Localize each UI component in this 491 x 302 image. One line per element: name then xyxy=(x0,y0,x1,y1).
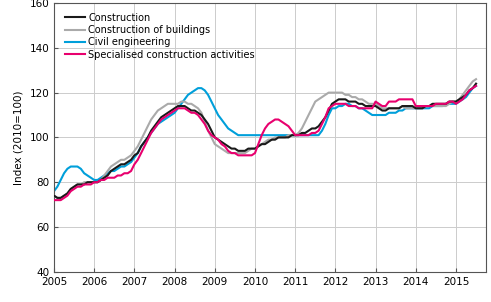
Construction xyxy=(446,100,452,103)
Specialised construction activities xyxy=(443,102,449,106)
Construction of buildings xyxy=(75,183,81,186)
Construction of buildings xyxy=(55,196,60,200)
Civil engineering xyxy=(319,129,325,133)
Construction xyxy=(299,131,305,135)
Civil engineering xyxy=(296,133,301,137)
Line: Construction of buildings: Construction of buildings xyxy=(54,79,476,198)
Specialised construction activities xyxy=(51,198,57,202)
Legend: Construction, Construction of buildings, Civil engineering, Specialised construc: Construction, Construction of buildings,… xyxy=(63,11,257,62)
Specialised construction activities xyxy=(302,133,308,137)
Construction xyxy=(55,196,60,200)
Construction xyxy=(473,82,479,85)
Line: Specialised construction activities: Specialised construction activities xyxy=(54,86,476,200)
Construction of buildings xyxy=(409,107,415,110)
Construction of buildings xyxy=(299,127,305,130)
Construction of buildings xyxy=(51,194,57,198)
Construction xyxy=(75,183,81,186)
Civil engineering xyxy=(473,84,479,88)
Construction xyxy=(409,104,415,108)
Civil engineering xyxy=(71,165,77,168)
Construction of buildings xyxy=(473,77,479,81)
Specialised construction activities xyxy=(296,133,301,137)
Construction of buildings xyxy=(323,93,328,97)
Construction xyxy=(51,194,57,198)
Line: Civil engineering: Civil engineering xyxy=(54,86,476,191)
Specialised construction activities xyxy=(473,84,479,88)
Civil engineering xyxy=(443,102,449,106)
Specialised construction activities xyxy=(406,98,412,101)
Line: Construction: Construction xyxy=(54,84,476,198)
Specialised construction activities xyxy=(71,187,77,191)
Civil engineering xyxy=(51,189,57,193)
Construction of buildings xyxy=(446,102,452,106)
Y-axis label: Index (2010=100): Index (2010=100) xyxy=(14,90,24,185)
Civil engineering xyxy=(302,133,308,137)
Construction xyxy=(305,129,311,133)
Construction of buildings xyxy=(305,113,311,117)
Construction xyxy=(323,115,328,119)
Specialised construction activities xyxy=(319,122,325,126)
Civil engineering xyxy=(406,107,412,110)
